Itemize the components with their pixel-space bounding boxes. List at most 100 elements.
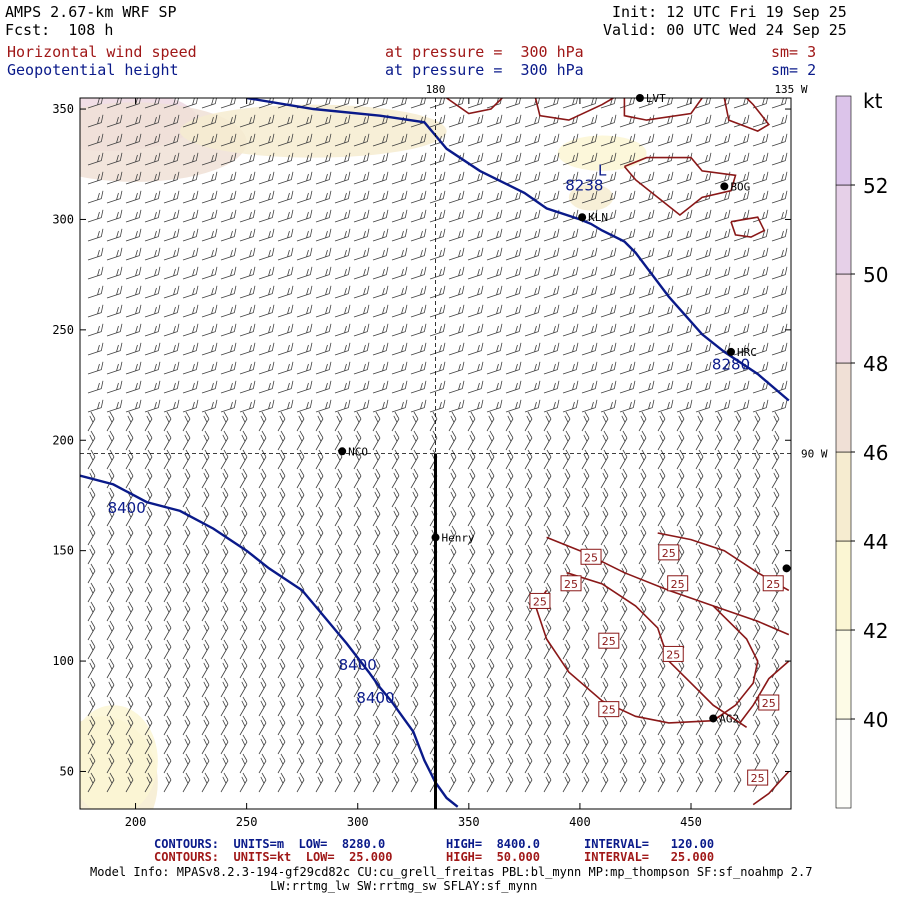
- wind-barb: [600, 753, 609, 774]
- wind-barb: [106, 753, 115, 774]
- barb-shaft: [182, 361, 199, 375]
- barb-shaft: [334, 190, 351, 204]
- barb-shaft: [752, 228, 769, 242]
- barb-shaft: [315, 380, 332, 394]
- barb-shaft: [239, 449, 248, 470]
- barb-shaft: [429, 247, 446, 261]
- station-dot: [431, 533, 440, 542]
- barb-shaft: [657, 190, 674, 204]
- barb-shaft: [163, 266, 180, 280]
- wind-barb: [562, 487, 571, 508]
- height-contour-label: 8400: [339, 656, 377, 674]
- barb-shaft: [296, 247, 313, 261]
- barb-shaft: [372, 266, 389, 280]
- barb-shaft: [714, 468, 723, 489]
- wind-barb: [201, 114, 218, 128]
- wind-barb: [714, 753, 723, 774]
- wind-barb: [410, 658, 419, 679]
- wind-barb: [144, 715, 153, 736]
- barb-shaft: [201, 639, 210, 660]
- wind-barb: [391, 677, 400, 698]
- barb-shaft: [657, 506, 666, 527]
- wind-barb: [771, 171, 788, 185]
- wind-barb: [429, 411, 438, 432]
- wind-barb: [201, 468, 210, 489]
- barb-shaft: [676, 133, 693, 147]
- barb-shaft: [296, 715, 305, 736]
- barb-shaft: [410, 582, 419, 603]
- wind-barb: [163, 677, 172, 698]
- barb-shaft: [353, 209, 370, 223]
- barb-shaft: [106, 411, 115, 432]
- barb-shaft: [296, 544, 305, 565]
- barb-shaft: [505, 304, 522, 318]
- barb-shaft: [106, 266, 123, 280]
- wind-barb: [657, 620, 666, 641]
- wind-barb: [676, 361, 693, 375]
- barb-shaft: [657, 601, 666, 622]
- wind-barb: [733, 772, 742, 793]
- barb-shaft: [106, 285, 123, 299]
- wind-barb: [410, 430, 419, 451]
- barb-shaft: [733, 772, 742, 793]
- barb-shaft: [448, 247, 465, 261]
- speed-contour-label: 25: [533, 595, 547, 608]
- barb-shaft: [163, 228, 180, 242]
- wind-barb: [771, 323, 788, 337]
- barb-shaft: [638, 380, 655, 394]
- wind-barb: [771, 361, 788, 375]
- wind-barb: [581, 639, 590, 660]
- wind-barb: [125, 639, 134, 660]
- barb-shaft: [182, 380, 199, 394]
- barb-shaft: [410, 468, 419, 489]
- barb-shaft: [600, 247, 617, 261]
- barb-shaft: [391, 190, 408, 204]
- barb-shaft: [429, 114, 446, 128]
- barb-shaft: [106, 772, 115, 793]
- barb-shaft: [220, 266, 237, 280]
- barb-shaft: [277, 506, 286, 527]
- wind-barb: [106, 98, 123, 109]
- wind-barb: [657, 380, 674, 394]
- barb-shaft: [410, 304, 427, 318]
- wind-barb: [733, 468, 742, 489]
- barb-shaft: [239, 487, 248, 508]
- wind-barb: [676, 266, 693, 280]
- wind-barb: [429, 190, 446, 204]
- wind-barb: [296, 285, 313, 299]
- barb-shaft: [125, 228, 142, 242]
- barb-shaft: [562, 228, 579, 242]
- wind-barb: [239, 753, 248, 774]
- wind-barb: [448, 411, 457, 432]
- barb-shaft: [277, 601, 286, 622]
- barb-shaft: [372, 361, 389, 375]
- wind-barb: [315, 380, 332, 394]
- barb-shaft: [410, 171, 427, 185]
- wind-barb: [524, 247, 541, 261]
- wind-barb: [638, 639, 647, 660]
- wind-barb: [87, 677, 96, 698]
- wind-barb: [486, 114, 503, 128]
- wind-barb: [258, 399, 275, 413]
- y-tick-label: 50: [60, 764, 74, 778]
- barb-shaft: [163, 449, 172, 470]
- wind-barb: [448, 190, 465, 204]
- barb-shaft: [752, 285, 769, 299]
- wind-barb: [714, 525, 723, 546]
- speed-label-box: [658, 544, 680, 561]
- barb-shaft: [182, 677, 191, 698]
- wind-barb: [239, 582, 248, 603]
- wind-barb: [239, 658, 248, 679]
- barb-shaft: [277, 753, 286, 774]
- barb-shaft: [144, 544, 153, 565]
- barb-shaft: [486, 696, 495, 717]
- wind-barb: [676, 411, 685, 432]
- wind-barb: [87, 399, 104, 413]
- wind-barb: [125, 696, 134, 717]
- wind-barb: [87, 487, 96, 508]
- barb-shaft: [106, 620, 115, 641]
- barb-shaft: [467, 563, 476, 584]
- barb-shaft: [524, 247, 541, 261]
- barb-shaft: [581, 399, 598, 413]
- wind-barb: [600, 266, 617, 280]
